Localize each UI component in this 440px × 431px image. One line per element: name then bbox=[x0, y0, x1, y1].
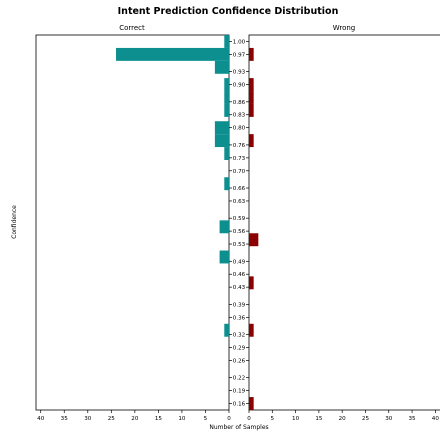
y-tick-label: 0.19 bbox=[233, 389, 246, 395]
y-tick-label: 0.97 bbox=[233, 52, 246, 58]
x-tick-label: 20 bbox=[131, 416, 139, 422]
bar-correct bbox=[219, 250, 229, 264]
y-tick-label: 0.90 bbox=[233, 83, 246, 89]
plot-area: 0 5 10 15 20 25 30 35 40 0 5 10 15 20 25 30 35 40 1.00 0.97… bbox=[35, 34, 440, 422]
y-tick-label: 0.16 bbox=[233, 402, 246, 408]
x-tick-label: 30 bbox=[385, 416, 393, 422]
y-tick-label: 0.32 bbox=[233, 333, 245, 339]
panel-frame-correct bbox=[35, 34, 230, 411]
y-tick-label: 0.83 bbox=[233, 113, 246, 119]
bar-correct bbox=[116, 47, 229, 61]
x-tick-label: 25 bbox=[108, 416, 116, 422]
y-tick-label: 0.43 bbox=[233, 285, 246, 291]
x-tick-label: 40 bbox=[37, 416, 45, 422]
panel-title-correct: Correct bbox=[119, 24, 145, 32]
bar-correct bbox=[224, 147, 229, 160]
panel-title-wrong: Wrong bbox=[333, 24, 356, 32]
x-tick-label: 25 bbox=[362, 416, 370, 422]
bar-correct bbox=[214, 121, 229, 135]
panel-frame-wrong bbox=[248, 34, 440, 411]
y-tick-label: 0.59 bbox=[233, 216, 246, 222]
y-tick-label: 0.22 bbox=[233, 376, 245, 382]
y-tick-label: 0.46 bbox=[233, 272, 246, 278]
bar-correct bbox=[219, 220, 229, 234]
y-tick-label: 0.26 bbox=[233, 358, 246, 364]
x-tick-label: 5 bbox=[271, 416, 275, 422]
y-tick-label: 0.39 bbox=[233, 302, 246, 308]
x-tick-label: 30 bbox=[84, 416, 92, 422]
bar-correct bbox=[214, 60, 229, 74]
bar-wrong bbox=[249, 91, 254, 104]
chart-title: Intent Prediction Confidence Distributio… bbox=[118, 6, 339, 17]
x-tick-label: 15 bbox=[315, 416, 323, 422]
bar-wrong bbox=[249, 276, 254, 290]
bar-wrong bbox=[249, 78, 254, 92]
x-tick-label: 35 bbox=[61, 416, 69, 422]
bar-wrong bbox=[249, 134, 254, 148]
bar-correct bbox=[224, 103, 229, 117]
y-tick-label: 0.93 bbox=[233, 70, 246, 76]
x-tick-label: 10 bbox=[178, 416, 186, 422]
y-tick-label: 0.49 bbox=[233, 259, 246, 265]
bar-correct bbox=[224, 35, 229, 48]
y-tick-label: 0.70 bbox=[233, 169, 246, 175]
x-tick-label: 35 bbox=[408, 416, 416, 422]
bar-wrong bbox=[249, 233, 259, 247]
x-tick-label: 5 bbox=[204, 416, 208, 422]
x-tick-label: 0 bbox=[247, 416, 251, 422]
y-tick-label: 0.73 bbox=[233, 156, 246, 162]
bar-correct bbox=[214, 134, 229, 148]
x-tick-label: 20 bbox=[339, 416, 347, 422]
y-axis-label: Confidence bbox=[11, 205, 18, 239]
y-tick-label: 0.36 bbox=[233, 315, 246, 321]
y-tick-label: 0.76 bbox=[233, 143, 246, 149]
bar-correct bbox=[224, 91, 229, 104]
bar-wrong bbox=[249, 47, 254, 61]
x-axis-label: Number of Samples bbox=[209, 424, 268, 431]
y-tick-label: 1.00 bbox=[233, 39, 246, 45]
y-tick-label: 0.86 bbox=[233, 100, 246, 106]
y-tick-label: 0.63 bbox=[233, 199, 246, 205]
y-tick-label: 0.66 bbox=[233, 186, 246, 192]
bar-wrong bbox=[249, 323, 254, 337]
y-tick-label: 0.80 bbox=[233, 126, 246, 132]
bar-correct bbox=[224, 78, 229, 92]
y-tick-label: 0.29 bbox=[233, 346, 246, 352]
bar-wrong bbox=[249, 103, 254, 117]
bar-correct bbox=[224, 323, 229, 337]
x-tick-label: 10 bbox=[292, 416, 300, 422]
x-tick-label: 15 bbox=[155, 416, 163, 422]
x-tick-label: 40 bbox=[432, 416, 440, 422]
bar-wrong bbox=[249, 397, 254, 410]
y-tick-label: 0.56 bbox=[233, 229, 246, 235]
x-tick-label: 0 bbox=[227, 416, 231, 422]
bar-correct bbox=[224, 177, 229, 191]
y-tick-label: 0.53 bbox=[233, 242, 246, 248]
